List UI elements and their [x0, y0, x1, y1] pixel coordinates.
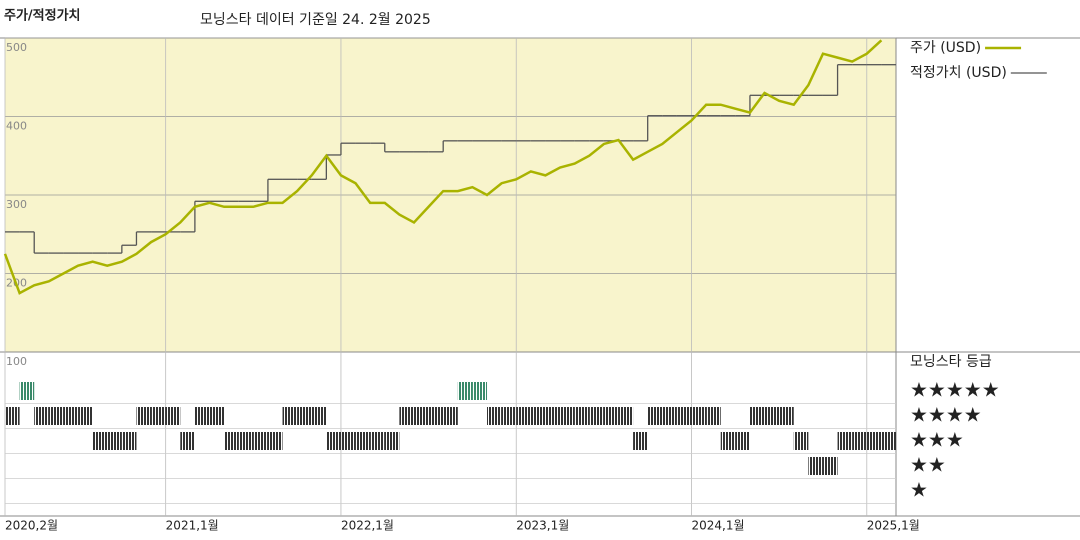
rating-bar	[413, 407, 429, 425]
rating-level-label: ★★★★	[910, 403, 982, 427]
rating-level-label: ★	[910, 478, 928, 502]
rating-bar	[618, 407, 634, 425]
y-tick-label: 400	[6, 120, 27, 133]
rating-bar	[224, 432, 239, 450]
x-tick-label: 2024,1월	[692, 519, 745, 533]
rating-bar	[881, 432, 896, 450]
rating-bar	[19, 382, 35, 400]
legend-label: 주가 (USD)	[910, 40, 981, 56]
rating-level-label: ★★★★★	[910, 378, 1000, 402]
rating-level-label: ★★	[910, 453, 946, 477]
rating-bar	[822, 457, 838, 475]
chart-title: 주가/적정가치	[4, 8, 81, 24]
rating-bar	[384, 432, 400, 450]
rating-bar	[749, 407, 765, 425]
x-tick-label: 2025,1월	[867, 519, 920, 533]
rating-bar	[267, 432, 283, 450]
rating-bar	[340, 432, 356, 450]
rating-axis-label: 100	[6, 355, 27, 368]
rating-bar	[165, 407, 181, 425]
rating-bar	[487, 407, 502, 425]
x-tick-label: 2021,1월	[166, 519, 219, 533]
rating-bar	[326, 432, 341, 450]
rating-bar	[238, 432, 254, 450]
x-tick-label: 2022,1월	[341, 519, 394, 533]
rating-bar	[735, 432, 750, 450]
rating-bar	[180, 432, 195, 450]
rating-bar	[866, 432, 882, 450]
rating-bar	[589, 407, 604, 425]
price-line	[3, 39, 883, 295]
rating-bar	[136, 407, 152, 425]
rating-bar	[530, 407, 546, 425]
rating-bar	[107, 432, 122, 450]
rating-level-label: ★★★	[910, 428, 964, 452]
rating-bar	[63, 407, 79, 425]
rating-bar	[647, 407, 663, 425]
rating-bar	[691, 407, 707, 425]
rating-bar	[676, 407, 692, 425]
rating-title: 모닝스타 등급	[910, 354, 992, 370]
rating-bar	[808, 457, 823, 475]
rating-bar	[779, 407, 794, 425]
rating-bar	[457, 382, 473, 400]
rating-bar	[209, 407, 225, 425]
rating-bar	[370, 432, 385, 450]
rating-bar	[472, 382, 488, 400]
rating-bar	[633, 432, 648, 450]
rating-bar	[121, 432, 137, 450]
rating-bar	[355, 432, 371, 450]
rating-bar	[560, 407, 575, 425]
rating-bar	[253, 432, 268, 450]
y-tick-label: 300	[6, 198, 27, 211]
rating-bar	[48, 407, 64, 425]
rating-bar	[443, 407, 458, 425]
rating-bar	[34, 407, 49, 425]
rating-bar	[837, 432, 853, 450]
legend-label: 적정가치 (USD)	[910, 65, 1007, 81]
rating-bar	[852, 432, 867, 450]
rating-bar	[297, 407, 312, 425]
chart-subtitle: 모닝스타 데이터 기준일 24. 2월 2025	[200, 12, 431, 28]
rating-bar	[399, 407, 414, 425]
rating-bar	[516, 407, 531, 425]
rating-bar	[311, 407, 327, 425]
rating-bar	[720, 432, 736, 450]
rating-bar	[764, 407, 780, 425]
rating-bar	[151, 407, 166, 425]
rating-bar	[793, 432, 809, 450]
rating-bar	[545, 407, 561, 425]
rating-bar	[662, 407, 677, 425]
rating-bar	[501, 407, 517, 425]
y-tick-label: 500	[6, 41, 27, 54]
rating-bar	[78, 407, 93, 425]
rating-bar	[428, 407, 444, 425]
rating-bar	[603, 407, 619, 425]
rating-bar	[574, 407, 590, 425]
rating-bar	[282, 407, 298, 425]
rating-bar	[706, 407, 721, 425]
rating-bar	[194, 407, 210, 425]
x-tick-label: 2020,2월	[5, 519, 58, 533]
rating-bar	[92, 432, 108, 450]
rating-bar	[5, 407, 20, 425]
x-tick-label: 2023,1월	[516, 519, 569, 533]
